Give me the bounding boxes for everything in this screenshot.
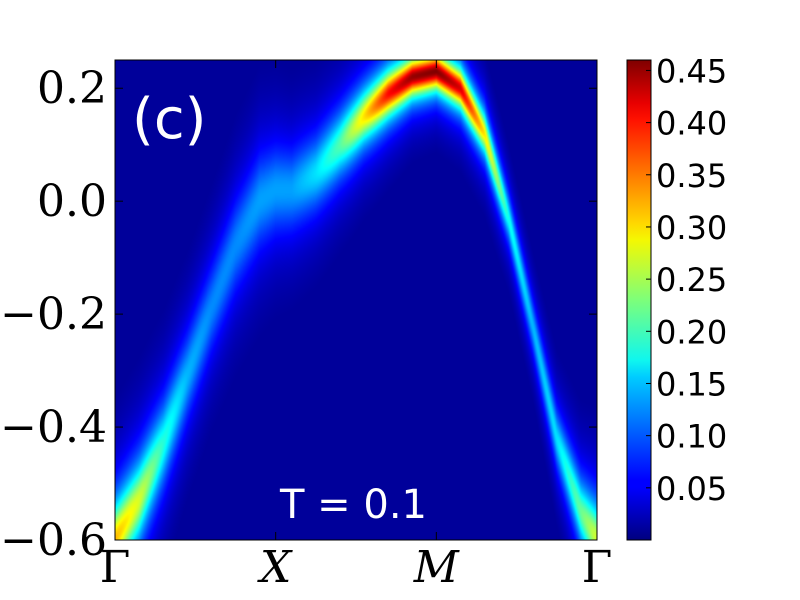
- y-tick-label: 0.0: [37, 176, 107, 227]
- colorbar-tick-label: 0.40: [656, 105, 727, 143]
- y-tick-label: 0.2: [37, 63, 107, 114]
- x-tick-label: Γ: [100, 542, 131, 593]
- y-tick-label: −0.6: [0, 515, 107, 566]
- plot-frame: [114, 59, 598, 541]
- temperature-annotation: T = 0.1: [279, 482, 427, 528]
- x-tick-label: M: [413, 542, 460, 593]
- colorbar-tick-label: 0.35: [656, 157, 727, 195]
- heatmap-canvas: [115, 60, 597, 540]
- colorbar-gradient: [626, 59, 652, 541]
- x-tick-label: Γ: [582, 542, 613, 593]
- colorbar-tick-label: 0.20: [656, 313, 727, 351]
- colorbar-tick-label: 0.10: [656, 418, 727, 456]
- colorbar-ticks: 0.05 0.10 0.15 0.20 0.25 0.30 0.35 0.40 0.45: [646, 52, 727, 508]
- colorbar-tick-label: 0.45: [656, 52, 727, 90]
- colorbar-tick-label: 0.15: [656, 365, 727, 403]
- colorbar: 0.05 0.10 0.15 0.20 0.25 0.30 0.35 0.40 0.45: [626, 52, 727, 541]
- y-axis: 0.2 0.0 −0.2 −0.4 −0.6: [0, 63, 597, 566]
- colorbar-tick-label: 0.05: [656, 470, 727, 508]
- heatmap-plot-area: [114, 59, 598, 541]
- panel-label: (c): [132, 87, 206, 152]
- colorbar-tick-label: 0.25: [656, 261, 727, 299]
- x-tick-label: X: [257, 542, 293, 593]
- y-tick-label: −0.4: [0, 402, 107, 453]
- colorbar-tick-label: 0.30: [656, 209, 727, 247]
- y-tick-label: −0.2: [0, 289, 107, 340]
